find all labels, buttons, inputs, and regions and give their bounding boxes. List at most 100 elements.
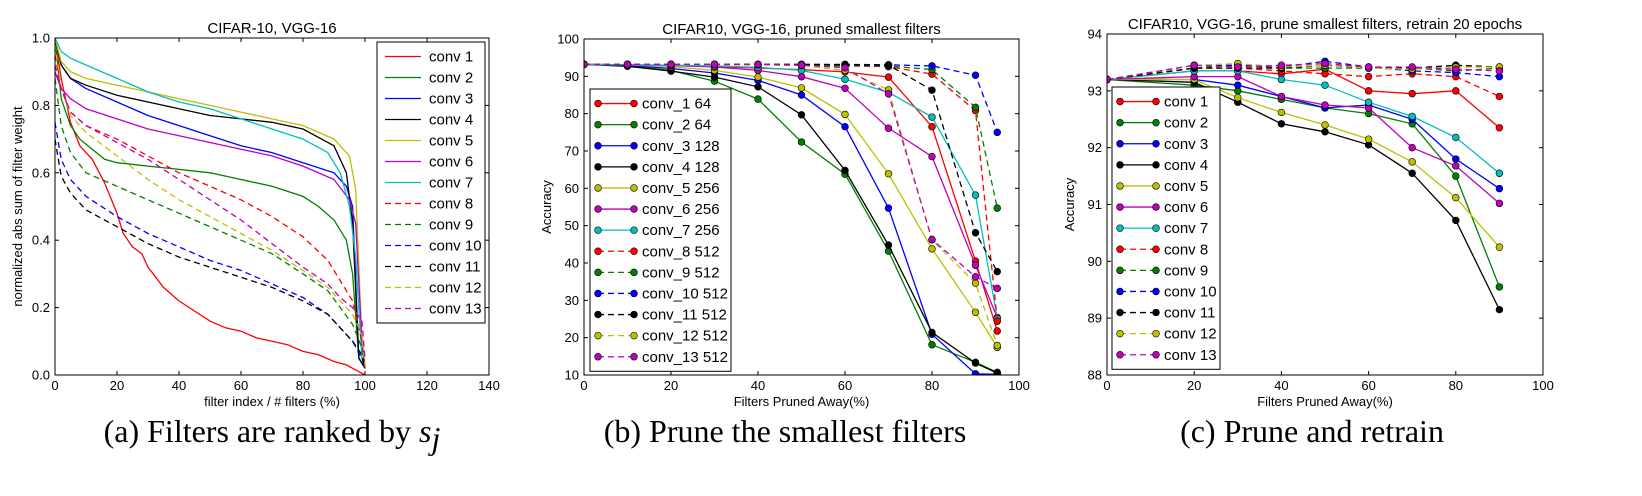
data-point-5-9 [1495,243,1504,251]
x-tick-label: 20 [664,378,678,393]
data-point-4-4 [710,73,719,81]
data-point-8-11 [993,317,1001,325]
data-point-1-8 [1452,87,1460,95]
data-point-2-9 [928,341,936,349]
chart-title: CIFAR10, VGG-16, prune smallest filters,… [1128,16,1522,33]
y-tick-label: 1.0 [32,31,50,46]
x-tick-label: 40 [751,378,765,393]
x-tick-label: 80 [296,378,310,393]
legend-entry-7: conv 7 [1164,220,1208,237]
x-tick-label: 0 [580,378,587,393]
legend-entry-10: conv 10 [1164,283,1217,300]
data-point-12-10 [971,279,980,287]
x-tick-label: 120 [416,378,438,393]
data-point-5-7 [841,110,849,119]
data-point-3-9 [1495,184,1504,193]
y-tick-label: 60 [565,181,579,196]
legend-entry-10: conv_10 512 [642,285,728,302]
legend-marker [1152,203,1160,211]
x-tick-label: 100 [1532,378,1554,393]
data-point-13-1 [584,60,588,69]
series-line-5 [55,38,366,365]
series-line-11 [1107,64,1500,81]
data-point-7-9 [928,113,936,121]
series-line-12 [1107,62,1500,81]
data-point-7-9 [1495,169,1504,177]
data-point-11-8 [884,61,893,69]
data-point-2-6 [797,138,806,146]
series-line-1 [55,38,366,375]
legend-marker [1116,351,1124,359]
x-axis-label: filter index / # filters (%) [204,394,340,409]
legend-marker [594,99,602,108]
x-tick-label: 60 [234,378,248,393]
data-point-13-6 [797,61,806,69]
y-tick-label: 93 [1088,83,1102,98]
legend-marker [630,289,638,298]
plot-frame [583,38,1020,376]
series-line-8 [55,54,366,369]
caption-subscript: j [427,420,440,456]
data-point-4-4 [1277,120,1286,128]
legend-marker [594,184,602,192]
series-line-10 [55,122,366,369]
caption: (a) Filters are ranked by sj [104,413,441,456]
x-axis-label: Filters Pruned Away(%) [1257,394,1393,409]
data-point-13-4 [710,60,719,69]
y-tick-label: 0.6 [32,165,50,180]
series-line-13 [55,64,366,359]
data-point-13-7 [1408,63,1416,71]
data-point-5-7 [1408,158,1416,166]
legend-marker [1116,140,1124,148]
x-tick-label: 40 [1274,378,1288,393]
legend-marker [594,268,602,277]
y-tick-label: 90 [565,69,579,84]
x-tick-label: 60 [838,378,852,393]
data-point-13-10 [971,273,980,281]
y-tick-label: 80 [565,106,579,121]
data-point-7-6 [1364,98,1373,106]
data-point-2-8 [1452,172,1460,180]
chart-title: CIFAR-10, VGG-16 [207,20,336,37]
data-point-8-9 [1495,92,1504,101]
data-point-7-4 [1277,75,1286,84]
caption-text: (a) Filters are ranked by [104,413,419,449]
data-point-12-11 [993,341,1001,350]
data-point-5-5 [1321,121,1329,129]
legend-entry-5: conv 5 [1164,178,1208,195]
legend-marker [1116,203,1124,211]
legend-box [1111,86,1221,370]
data-point-1-7 [1408,89,1416,98]
legend-entry-2: conv 2 [1164,115,1208,132]
legend-entry-8: conv_8 512 [642,243,720,260]
series-line-4 [55,38,366,369]
y-tick-label: 20 [565,330,579,345]
legend-marker [594,142,602,150]
legend-entry-7: conv 7 [429,175,473,192]
data-point-13-9 [1495,67,1504,75]
data-point-11-9 [928,86,936,94]
legend-entry-13: conv 13 [429,301,482,318]
legend-marker [630,331,638,340]
plot-frame [54,37,490,376]
legend-marker [630,268,638,277]
legend-marker [1152,118,1160,127]
series-line-7 [55,38,366,369]
data-point-4-5 [1321,128,1329,136]
data-point-1-6 [1364,87,1373,95]
data-point-4-11 [993,369,1001,375]
legend-marker [1152,308,1160,317]
legend: conv 1 conv 2 conv 3 conv 4 conv 5 conv 6 conv… [1111,86,1221,370]
data-point-1-9 [928,123,936,131]
data-point-1-9 [1495,124,1504,132]
legend-marker [1116,266,1124,275]
series-line-13 [1107,62,1500,81]
x-tick-label: 0 [1103,378,1110,393]
data-point-6-8 [1452,162,1460,170]
data-point-4-10 [971,359,980,367]
y-tick-label: 30 [565,293,579,308]
legend-entry-4: conv 4 [1164,157,1208,174]
x-tick-label: 20 [1187,378,1201,393]
legend-entry-3: conv_3 128 [642,138,720,155]
